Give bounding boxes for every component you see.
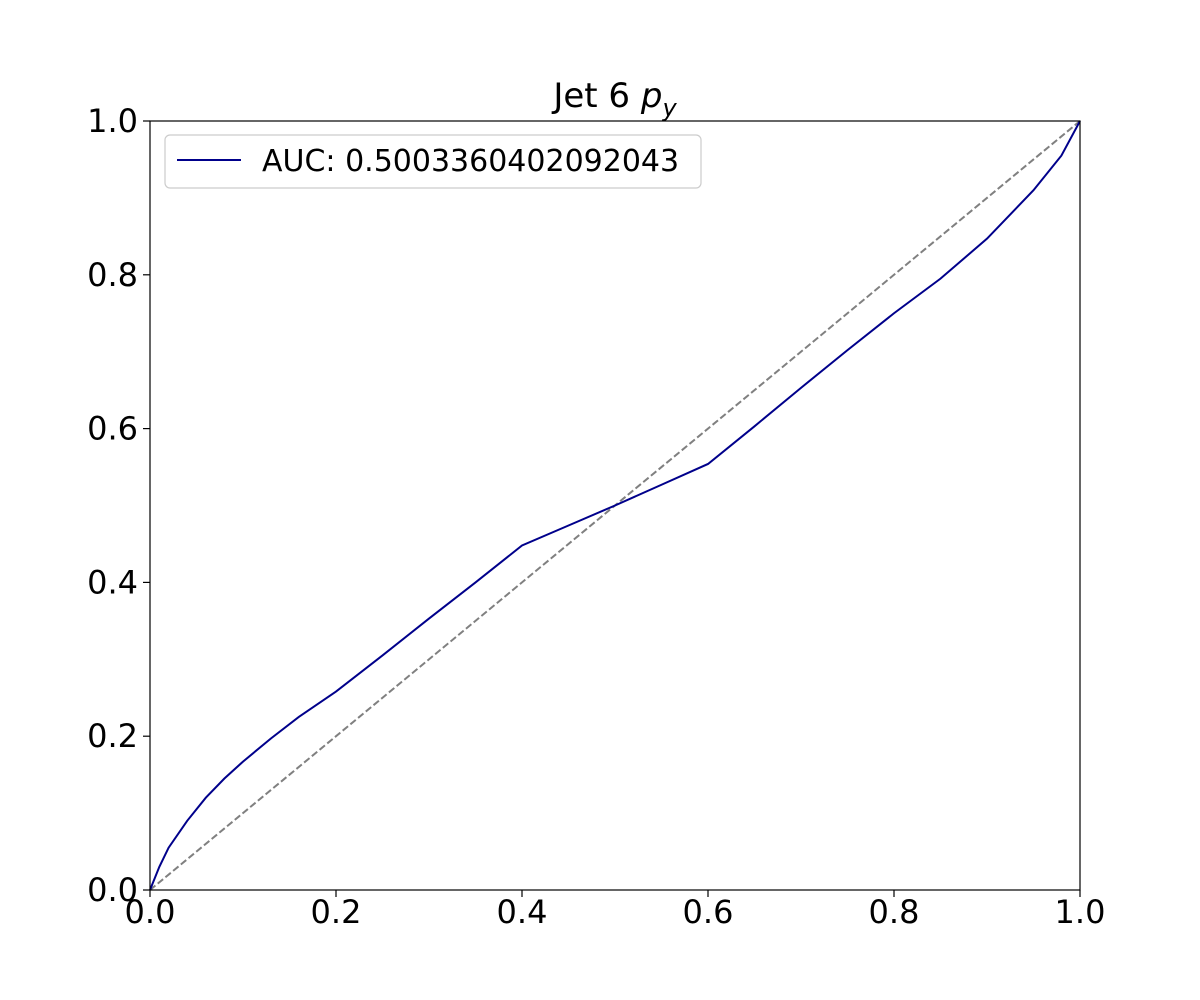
legend: AUC: 0.5003360402092043: [164, 134, 702, 189]
x-tick-label: 0.2: [311, 893, 362, 931]
y-tick-label: 0.0: [87, 871, 138, 909]
legend-box: [164, 134, 702, 189]
legend-label: AUC: 0.5003360402092043: [262, 144, 679, 179]
y-tick-label: 0.6: [87, 410, 138, 448]
plot-frame: [149, 120, 1081, 891]
y-axis: 0.0 0.2 0.4 0.6 0.8 1.0: [87, 102, 150, 909]
y-tick-label: 1.0: [87, 102, 138, 140]
chart-title-variable: p: [640, 76, 663, 116]
chart-title: Jet 6 py: [551, 76, 677, 122]
plot-series: [149, 120, 1081, 891]
x-tick-label: 0.4: [497, 893, 548, 931]
y-tick-label: 0.8: [87, 256, 138, 294]
roc-curve-line: [149, 120, 1081, 891]
x-axis: 0.0 0.2 0.4 0.6 0.8 1.0: [125, 890, 1106, 931]
x-tick-label: 0.8: [869, 893, 920, 931]
x-tick-label: 0.6: [683, 893, 734, 931]
x-tick-label: 0.0: [125, 893, 176, 931]
y-tick-label: 0.4: [87, 563, 138, 601]
chart-title-prefix: Jet 6: [551, 76, 641, 116]
y-tick-label: 0.2: [87, 717, 138, 755]
chart-title-subscript: y: [661, 94, 677, 122]
x-tick-label: 1.0: [1055, 893, 1106, 931]
